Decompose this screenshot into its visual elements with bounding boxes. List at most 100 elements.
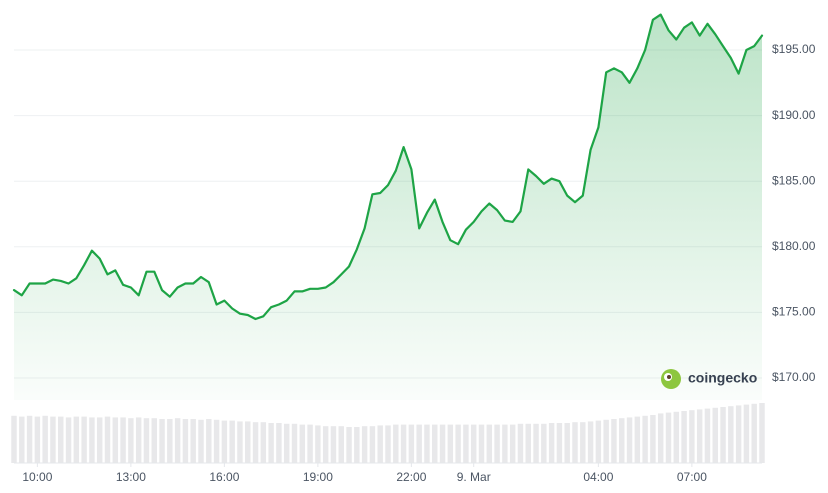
volume-bar bbox=[626, 417, 633, 463]
volume-bar bbox=[73, 416, 80, 463]
volume-bar bbox=[96, 417, 103, 463]
volume-bar bbox=[447, 424, 454, 463]
volume-bar bbox=[315, 425, 321, 463]
volume-bar bbox=[128, 418, 134, 463]
volume-bar bbox=[611, 419, 617, 463]
x-tick-label: 10:00 bbox=[22, 470, 52, 484]
x-tick-label: 22:00 bbox=[396, 470, 426, 484]
volume-bar bbox=[322, 426, 329, 463]
volume-bar bbox=[455, 424, 461, 463]
volume-bar bbox=[252, 422, 259, 463]
volume-bar bbox=[603, 419, 609, 463]
volume-bar bbox=[283, 423, 290, 463]
volume-bar bbox=[548, 423, 555, 463]
y-tick-label: $190.00 bbox=[772, 108, 816, 122]
volume-bar bbox=[143, 418, 150, 463]
volume-bar bbox=[650, 415, 656, 463]
volume-bar bbox=[704, 408, 711, 463]
volume-bar bbox=[728, 406, 734, 463]
volume-bar bbox=[120, 417, 126, 463]
y-tick-label: $185.00 bbox=[772, 173, 816, 187]
volume-bar bbox=[470, 424, 477, 463]
volume-bar bbox=[26, 415, 33, 463]
volume-bar bbox=[424, 424, 430, 463]
volume-bar bbox=[541, 423, 547, 463]
volume-bar bbox=[735, 405, 742, 463]
volume-bar bbox=[720, 407, 726, 463]
x-tick-label: 13:00 bbox=[116, 470, 146, 484]
volume-bar bbox=[642, 415, 648, 463]
volume-bar bbox=[525, 423, 531, 463]
volume-bar bbox=[58, 416, 64, 463]
volume-bar bbox=[517, 423, 524, 463]
volume-bar bbox=[174, 418, 181, 463]
volume-bar bbox=[81, 416, 87, 463]
volume-bar bbox=[34, 416, 41, 463]
volume-bar bbox=[665, 412, 672, 463]
volume-bar bbox=[299, 424, 306, 463]
volume-bar bbox=[494, 424, 500, 463]
volume-bar bbox=[509, 424, 516, 463]
volume-bar bbox=[696, 409, 703, 463]
y-tick-label: $195.00 bbox=[772, 42, 816, 56]
volume-bar bbox=[213, 419, 220, 463]
volume-bar bbox=[346, 427, 352, 463]
volume-bar bbox=[673, 411, 680, 463]
volume-bar bbox=[369, 426, 376, 463]
y-tick-label: $170.00 bbox=[772, 370, 816, 384]
y-tick-label: $175.00 bbox=[772, 305, 816, 319]
volume-bar bbox=[198, 419, 204, 463]
volume-bar bbox=[416, 424, 422, 463]
volume-bar bbox=[182, 419, 189, 463]
volume-bar bbox=[167, 419, 173, 463]
volume-bar bbox=[463, 424, 469, 463]
volume-bar bbox=[564, 423, 570, 463]
logo-pupil bbox=[667, 375, 671, 379]
volume-bar bbox=[587, 421, 594, 463]
volume-bar bbox=[712, 407, 718, 463]
volume-bar bbox=[657, 413, 664, 463]
x-tick-label: 9. Mar bbox=[457, 470, 491, 484]
volume-bar bbox=[42, 415, 48, 463]
volume-bar bbox=[580, 422, 586, 463]
volume-bar bbox=[221, 420, 228, 463]
volume-bar bbox=[190, 419, 196, 463]
x-tick-label: 07:00 bbox=[677, 470, 707, 484]
volume-bar bbox=[486, 424, 493, 463]
watermark: coingecko bbox=[661, 369, 757, 389]
volume-bar bbox=[159, 419, 165, 463]
y-tick-label: $180.00 bbox=[772, 239, 816, 253]
volume-bar bbox=[377, 425, 383, 463]
volume-bar bbox=[619, 418, 625, 463]
volume-bar bbox=[291, 423, 298, 463]
volume-bar bbox=[50, 416, 56, 463]
area bbox=[14, 14, 762, 400]
x-tick-label: 19:00 bbox=[303, 470, 333, 484]
volume-bar bbox=[595, 420, 602, 463]
volume-bar bbox=[681, 411, 687, 463]
volume-bar bbox=[432, 424, 438, 463]
volume-bar bbox=[338, 426, 344, 463]
volume-bar bbox=[307, 424, 313, 463]
volume-bar bbox=[502, 424, 508, 463]
x-tick-label: 04:00 bbox=[583, 470, 613, 484]
volume-bar bbox=[245, 421, 251, 463]
volume-bar bbox=[104, 416, 111, 463]
volume-bar bbox=[400, 424, 407, 463]
volume-bar bbox=[206, 419, 212, 463]
volume-bar bbox=[237, 421, 243, 463]
volume-bar bbox=[19, 416, 25, 463]
volume-bar bbox=[268, 423, 274, 463]
volume-bar bbox=[276, 423, 282, 463]
volume-bar bbox=[385, 425, 391, 463]
volume-bar bbox=[330, 426, 337, 463]
x-tick-label: 16:00 bbox=[209, 470, 239, 484]
volume-bar bbox=[354, 427, 360, 463]
volume-bar bbox=[151, 418, 157, 463]
volume-bar bbox=[556, 423, 563, 463]
volume-bar bbox=[689, 410, 695, 463]
volume-bar bbox=[11, 415, 17, 463]
volume-bar bbox=[743, 404, 750, 463]
watermark-text: coingecko bbox=[688, 370, 757, 386]
